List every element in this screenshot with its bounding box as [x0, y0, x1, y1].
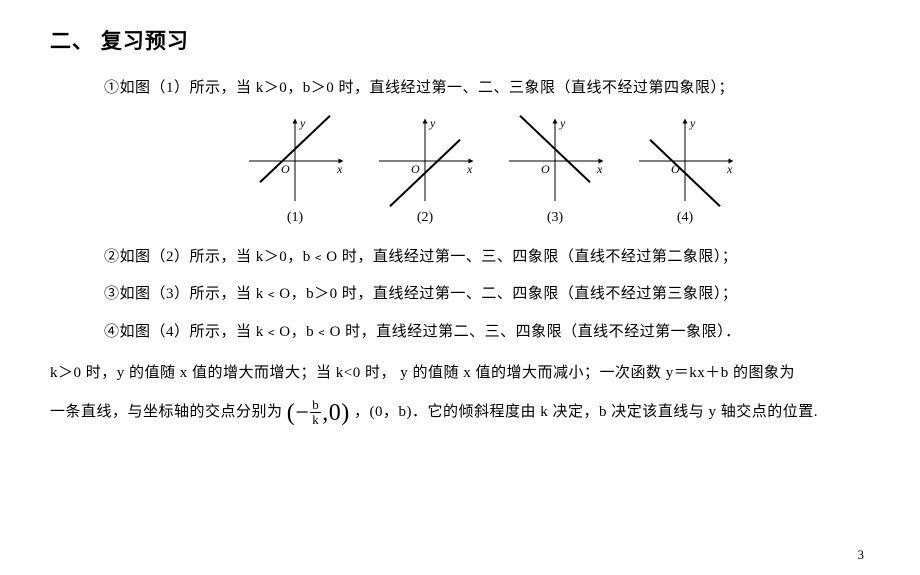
page-number: 3 — [858, 547, 865, 563]
fraction-b-over-k: b k — [310, 398, 321, 428]
chart-label-2: (2) — [360, 210, 490, 226]
chart-label-1: (1) — [230, 210, 360, 226]
paragraph-2: ②如图（2）所示，当 k＞0，b﹤O 时，直线经过第一、三、四象限（直线不经过第… — [104, 242, 870, 274]
x-axis-label: x — [466, 162, 473, 176]
chart-3: x y O (3) — [490, 113, 620, 226]
x-axis-label: x — [336, 162, 343, 176]
chart-4: x y O (4) — [620, 113, 750, 226]
y-axis-label: y — [689, 116, 696, 130]
paragraph-5b: 一条直线，与坐标轴的交点分别为 (− b k ,0) ，(0，b)．它的倾斜程度… — [50, 393, 870, 432]
y-axis-label: y — [429, 116, 436, 130]
chart-label-4: (4) — [620, 210, 750, 226]
y-axis-label: y — [559, 116, 566, 130]
chart-2: x y O (2) — [360, 113, 490, 226]
chart-label-3: (3) — [490, 210, 620, 226]
chart-1: x y O (1) — [230, 113, 360, 226]
charts-row: x y O (1) x y O (2) x y O (3) — [110, 113, 870, 226]
fraction-numerator: b — [310, 398, 321, 413]
x-axis-label: x — [596, 162, 603, 176]
section-title: 二、 复习预习 — [50, 25, 870, 55]
x-axis-label: x — [726, 162, 733, 176]
right-paren: ,0) — [322, 401, 350, 425]
left-paren: (− — [287, 401, 310, 425]
paragraph-3: ③如图（3）所示，当 k﹤O，b＞0 时，直线经过第一、二、四象限（直线不经过第… — [104, 279, 870, 311]
text-pre-fraction: 一条直线，与坐标轴的交点分别为 — [50, 404, 283, 420]
origin-label: O — [411, 162, 420, 176]
y-axis-label: y — [299, 116, 306, 130]
paragraph-4: ④如图（4）所示，当 k﹤O，b﹤O 时，直线经过第二、三、四象限（直线不经过第… — [104, 317, 870, 349]
paragraph-1: ①如图（1）所示，当 k＞0，b＞0 时，直线经过第一、二、三象限（直线不经过第… — [104, 73, 870, 105]
origin-label: O — [281, 162, 290, 176]
fraction-denominator: k — [310, 413, 321, 427]
origin-label: O — [671, 162, 680, 176]
intercept-x-point: (− b k ,0) — [287, 398, 350, 428]
paragraph-5a: k＞0 时，y 的值随 x 值的增大而增大；当 k<0 时， y 的值随 x 值… — [50, 354, 870, 393]
text-post-fraction: ，(0，b)．它的倾斜程度由 k 决定，b 决定该直线与 y 轴交点的位置. — [354, 404, 818, 420]
origin-label: O — [541, 162, 550, 176]
